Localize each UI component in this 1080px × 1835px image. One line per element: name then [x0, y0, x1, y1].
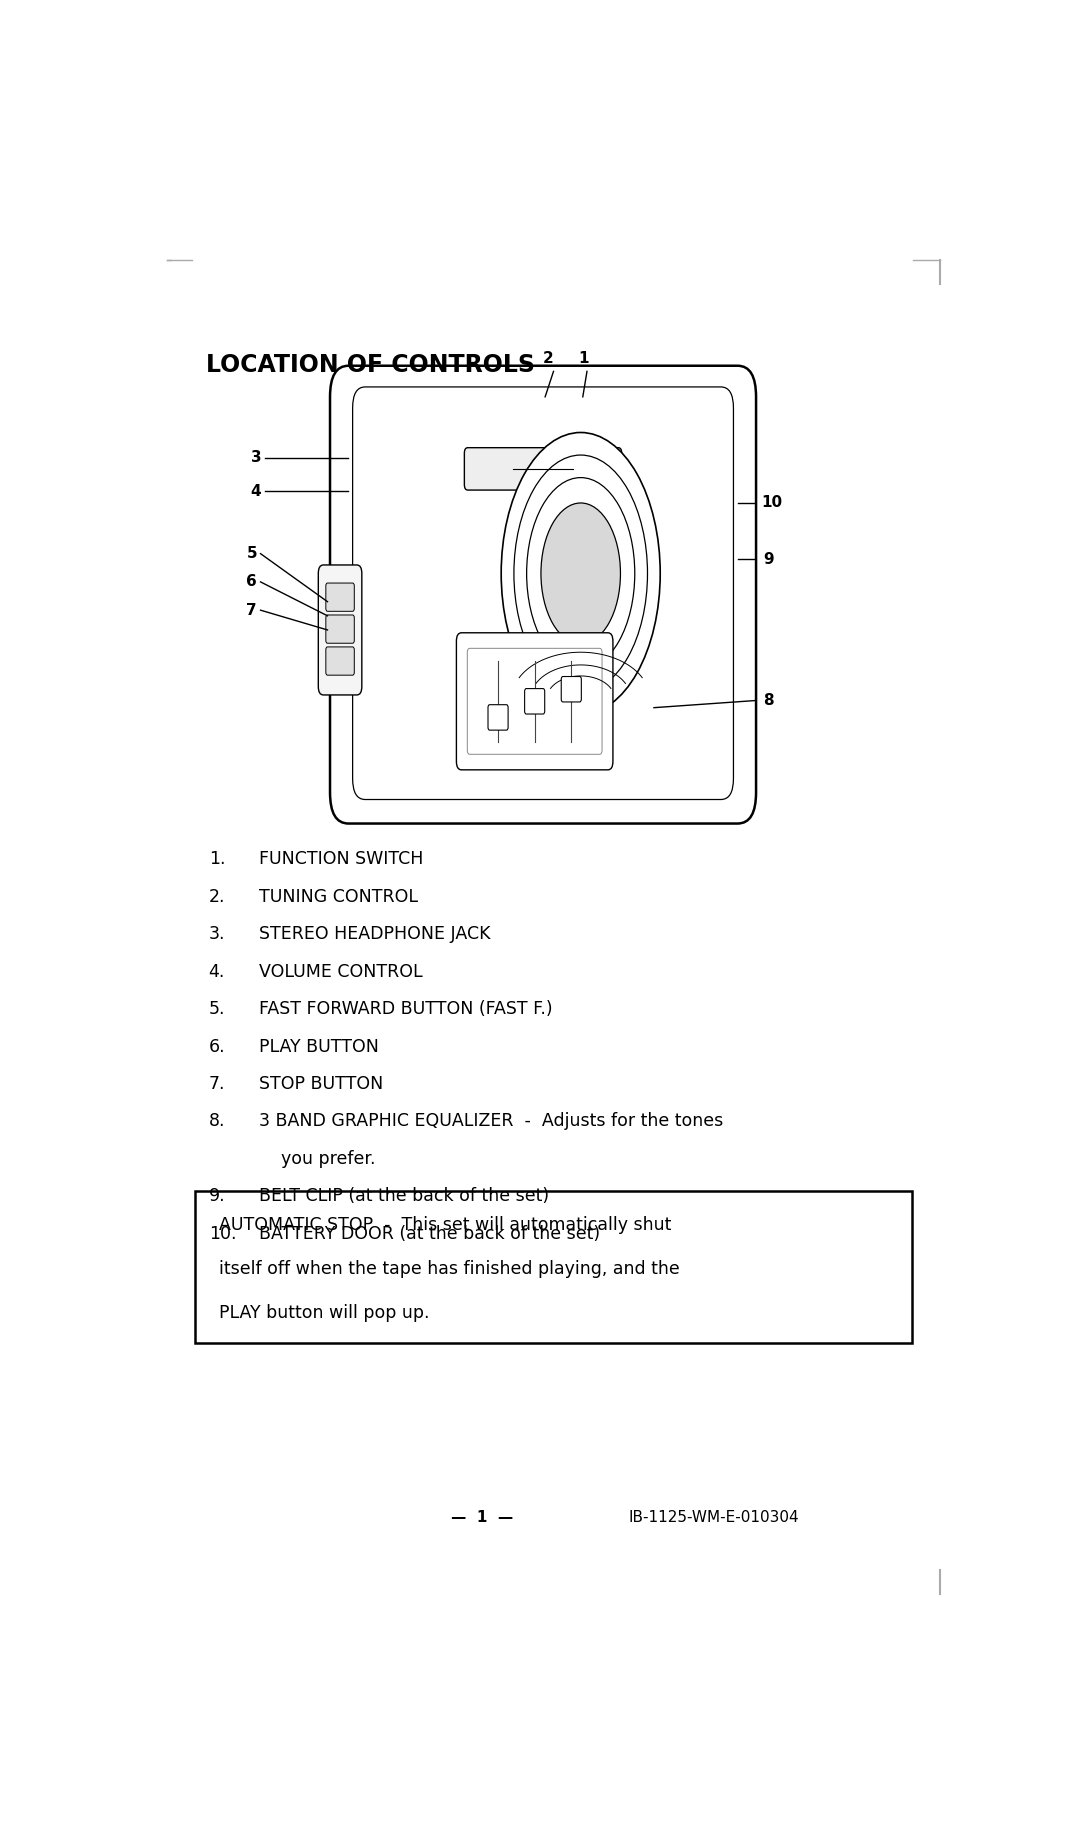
- Text: itself off when the tape has finished playing, and the: itself off when the tape has finished pl…: [218, 1261, 679, 1279]
- Ellipse shape: [501, 433, 660, 714]
- Text: AUTOMATIC STOP  -  This set will automatically shut: AUTOMATIC STOP - This set will automatic…: [218, 1217, 671, 1235]
- Text: 4.: 4.: [208, 963, 225, 980]
- FancyBboxPatch shape: [326, 615, 354, 644]
- Text: STOP BUTTON: STOP BUTTON: [259, 1075, 383, 1094]
- Text: you prefer.: you prefer.: [259, 1151, 376, 1167]
- Text: 10: 10: [761, 495, 782, 510]
- FancyBboxPatch shape: [525, 688, 544, 714]
- Text: 3 BAND GRAPHIC EQUALIZER  -  Adjusts for the tones: 3 BAND GRAPHIC EQUALIZER - Adjusts for t…: [259, 1112, 724, 1130]
- Text: 7.: 7.: [208, 1075, 225, 1094]
- Text: 2: 2: [543, 350, 554, 365]
- Text: BELT CLIP (at the back of the set): BELT CLIP (at the back of the set): [259, 1187, 549, 1206]
- FancyBboxPatch shape: [330, 365, 756, 824]
- Text: 3.: 3.: [208, 925, 225, 943]
- Text: 6.: 6.: [208, 1037, 226, 1055]
- Text: BATTERY DOOR (at the back of the set): BATTERY DOOR (at the back of the set): [259, 1224, 600, 1242]
- Ellipse shape: [514, 455, 648, 692]
- Text: 1.: 1.: [208, 850, 225, 868]
- Text: —  1  —: — 1 —: [451, 1510, 513, 1525]
- Text: 5: 5: [246, 547, 257, 562]
- FancyBboxPatch shape: [457, 633, 613, 771]
- Text: FAST FORWARD BUTTON (FAST F.): FAST FORWARD BUTTON (FAST F.): [259, 1000, 553, 1018]
- FancyBboxPatch shape: [464, 448, 622, 490]
- Bar: [195, 1191, 912, 1343]
- Text: 3: 3: [251, 450, 261, 464]
- Text: PLAY BUTTON: PLAY BUTTON: [259, 1037, 379, 1055]
- Ellipse shape: [541, 503, 620, 644]
- Text: 7: 7: [246, 602, 257, 618]
- FancyBboxPatch shape: [319, 565, 362, 695]
- FancyBboxPatch shape: [352, 387, 733, 800]
- FancyBboxPatch shape: [468, 648, 602, 754]
- Text: STEREO HEADPHONE JACK: STEREO HEADPHONE JACK: [259, 925, 490, 943]
- Ellipse shape: [527, 477, 635, 670]
- Text: LOCATION OF CONTROLS: LOCATION OF CONTROLS: [206, 352, 536, 376]
- Text: 4: 4: [251, 484, 261, 499]
- Text: PLAY button will pop up.: PLAY button will pop up.: [218, 1305, 429, 1321]
- Text: FUNCTION SWITCH: FUNCTION SWITCH: [259, 850, 423, 868]
- Text: 2.: 2.: [208, 888, 225, 906]
- Text: TUNING CONTROL: TUNING CONTROL: [259, 888, 418, 906]
- Text: 1: 1: [579, 350, 589, 365]
- FancyBboxPatch shape: [488, 705, 508, 730]
- Text: 9.: 9.: [208, 1187, 226, 1206]
- Text: 5.: 5.: [208, 1000, 225, 1018]
- FancyBboxPatch shape: [326, 648, 354, 675]
- Text: 10.: 10.: [208, 1224, 237, 1242]
- Text: 6: 6: [246, 574, 257, 589]
- Text: 8.: 8.: [208, 1112, 225, 1130]
- FancyBboxPatch shape: [562, 677, 581, 703]
- Text: 9: 9: [762, 552, 773, 567]
- Text: VOLUME CONTROL: VOLUME CONTROL: [259, 963, 422, 980]
- Text: IB-1125-WM-E-010304: IB-1125-WM-E-010304: [629, 1510, 799, 1525]
- Text: 8: 8: [762, 694, 773, 708]
- FancyBboxPatch shape: [326, 584, 354, 611]
